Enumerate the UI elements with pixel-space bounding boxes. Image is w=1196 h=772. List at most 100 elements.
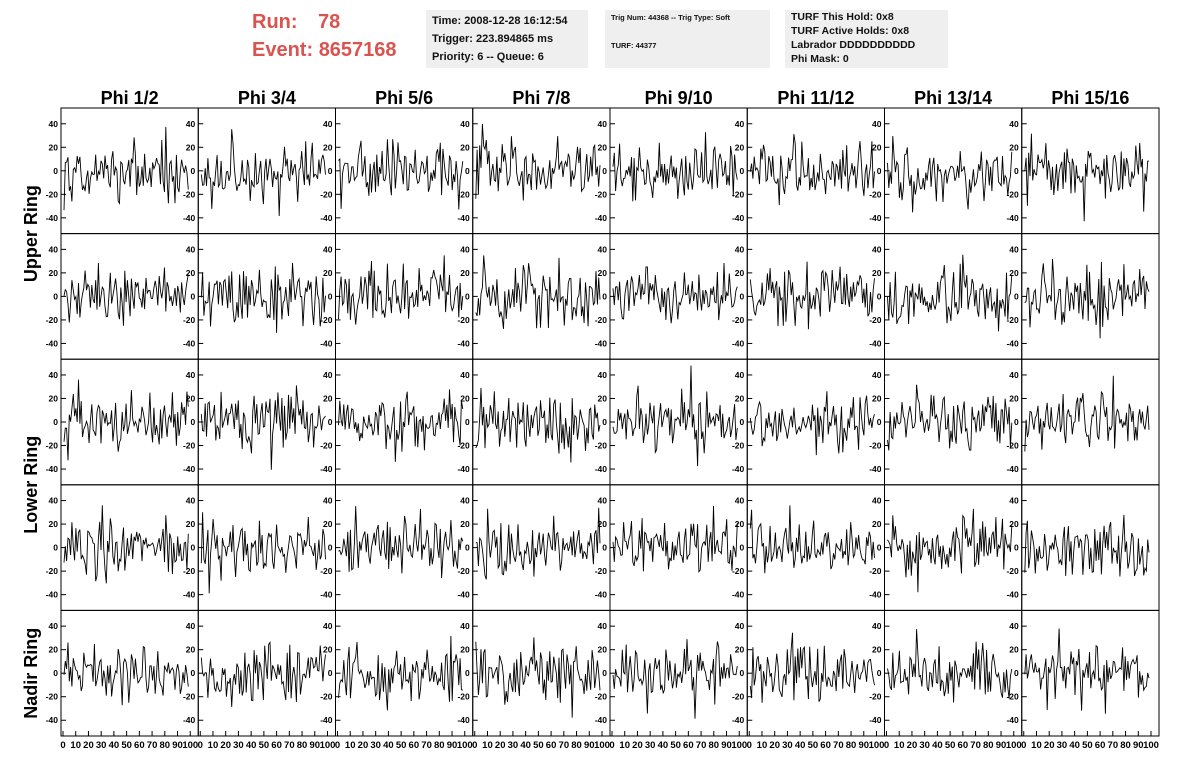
- y-tick-label: -20: [869, 566, 882, 576]
- y-tick-label: -40: [46, 338, 59, 348]
- y-tick-label: 0: [53, 166, 58, 176]
- y-tick-label: 20: [872, 645, 882, 655]
- x-tick-label: 100: [1143, 740, 1159, 751]
- y-tick-label: 40: [460, 370, 470, 380]
- x-tick-label: 100: [457, 740, 473, 751]
- x-tick-label: 40: [932, 740, 943, 751]
- y-tick-label: -20: [320, 566, 333, 576]
- y-tick-label: 0: [602, 166, 607, 176]
- y-tick-label: -20: [183, 441, 196, 451]
- run-row: Run: 78: [252, 8, 397, 36]
- y-tick-label: -40: [457, 590, 470, 600]
- y-tick-label: 40: [49, 119, 59, 129]
- y-tick-label: 0: [191, 291, 196, 301]
- y-tick-label: 40: [49, 370, 59, 380]
- y-tick-label: 40: [323, 621, 333, 631]
- y-tick-label: -40: [183, 338, 196, 348]
- waveform-trace: [475, 637, 601, 718]
- y-tick-label: 40: [323, 119, 333, 129]
- y-tick-label: 40: [735, 496, 745, 506]
- x-tick-label: 30: [370, 740, 381, 751]
- x-tick-label: 50: [396, 740, 407, 751]
- y-tick-label: -40: [869, 715, 882, 725]
- waveform-trace: [612, 262, 738, 324]
- x-tick-label: 0: [60, 740, 65, 751]
- turf-text: TURF: 44377: [611, 41, 657, 50]
- x-tick-label: 90: [858, 740, 869, 751]
- y-tick-label: 0: [465, 417, 470, 427]
- x-tick-label: 100: [869, 740, 885, 751]
- turf-info-box: TURF This Hold: 0x8 TURF Active Holds: 0…: [785, 10, 948, 68]
- panel-frame: [884, 233, 1023, 360]
- x-tick-label: 40: [246, 740, 257, 751]
- y-tick-label: -20: [46, 189, 59, 199]
- y-tick-label: 20: [186, 645, 196, 655]
- y-tick-label: -40: [869, 590, 882, 600]
- panel-frame: [60, 484, 199, 611]
- y-tick-label: -20: [1006, 315, 1019, 325]
- x-tick-label: 30: [782, 740, 793, 751]
- y-tick-label: 20: [460, 645, 470, 655]
- y-tick-label: -40: [320, 338, 333, 348]
- panel-frame: [335, 609, 474, 737]
- x-tick-label: 80: [846, 740, 857, 751]
- y-tick-label: 20: [323, 519, 333, 529]
- ring-label-1: Upper Ring: [21, 185, 41, 282]
- y-tick-label: -20: [732, 692, 745, 702]
- waveform-trace: [338, 139, 464, 210]
- y-tick-label: 20: [872, 393, 882, 403]
- y-tick-label: 0: [602, 668, 607, 678]
- y-tick-label: 40: [1009, 244, 1019, 254]
- waveform-trace: [887, 384, 1013, 451]
- x-tick-label: 20: [358, 740, 369, 751]
- y-tick-label: 0: [1014, 417, 1019, 427]
- y-tick-label: 20: [1009, 645, 1019, 655]
- y-tick-label: 20: [49, 393, 59, 403]
- x-tick-label: 100: [182, 740, 198, 751]
- waveform-trace: [612, 505, 738, 573]
- y-tick-label: 40: [872, 119, 882, 129]
- y-tick-label: 0: [53, 417, 58, 427]
- x-tick-label: 20: [495, 740, 506, 751]
- y-tick-label: 0: [328, 291, 333, 301]
- y-tick-label: 0: [328, 417, 333, 427]
- y-tick-label: -40: [1006, 213, 1019, 223]
- turf-this-hold-text: TURF This Hold: 0x8: [791, 11, 894, 23]
- x-tick-label: 50: [670, 740, 681, 751]
- waveform-trace: [1024, 514, 1150, 577]
- waveform-trace: [749, 134, 875, 206]
- y-tick-label: 20: [735, 393, 745, 403]
- x-tick-label: 90: [447, 740, 458, 751]
- x-tick-label: 100: [731, 740, 747, 751]
- x-tick-label: 10: [757, 740, 768, 751]
- y-tick-label: 0: [465, 166, 470, 176]
- waveform-trace: [887, 629, 1013, 703]
- x-tick-label: 60: [134, 740, 145, 751]
- waveform-trace: [338, 255, 464, 325]
- y-tick-label: 0: [191, 166, 196, 176]
- y-tick-label: 0: [740, 166, 745, 176]
- y-tick-label: 20: [872, 268, 882, 278]
- waveform-trace: [475, 255, 601, 329]
- y-tick-label: 20: [735, 645, 745, 655]
- y-tick-label: 0: [191, 668, 196, 678]
- x-tick-label: 40: [520, 740, 531, 751]
- x-tick-label: 30: [96, 740, 107, 751]
- y-tick-label: -20: [595, 315, 608, 325]
- y-tick-label: -20: [183, 566, 196, 576]
- waveform-trace: [200, 262, 326, 333]
- x-tick-label: 50: [945, 740, 956, 751]
- x-tick-label: 60: [958, 740, 969, 751]
- x-tick-label: 20: [907, 740, 918, 751]
- waveform-trace: [887, 135, 1013, 213]
- y-tick-label: 40: [1009, 621, 1019, 631]
- waveform-trace: [1024, 628, 1150, 714]
- panel-frame: [746, 484, 885, 611]
- y-tick-label: 40: [872, 370, 882, 380]
- x-tick-label: 100: [594, 740, 610, 751]
- y-tick-label: -40: [183, 464, 196, 474]
- y-tick-label: 20: [323, 645, 333, 655]
- y-tick-label: 20: [598, 142, 608, 152]
- y-tick-label: -20: [320, 692, 333, 702]
- y-tick-label: 0: [1014, 668, 1019, 678]
